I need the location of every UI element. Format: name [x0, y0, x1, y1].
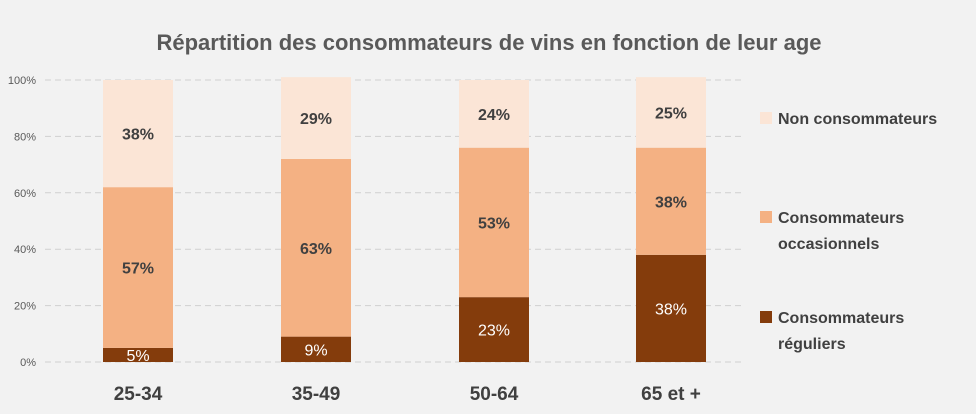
- data-label: 53%: [478, 215, 510, 232]
- data-label: 25%: [655, 105, 687, 122]
- bar-segment: [636, 254, 706, 362]
- legend-item: Consommateurs réguliers: [760, 310, 904, 353]
- x-tick-label: 50-64: [470, 384, 519, 405]
- bar-segment: [459, 297, 529, 362]
- legend-label: Consommateurs: [778, 210, 904, 227]
- legend-swatch: [760, 311, 772, 323]
- data-label: 24%: [478, 107, 510, 124]
- y-axis-ticks: 0% 20% 40% 60% 80% 100%: [8, 75, 36, 369]
- data-label: 57%: [122, 261, 154, 278]
- legend-label: réguliers: [778, 336, 846, 353]
- y-tick-label: 100%: [8, 75, 36, 87]
- bars: [103, 77, 706, 362]
- legend-label: Non consommateurs: [778, 111, 937, 128]
- data-label: 38%: [122, 127, 154, 144]
- legend-label: Consommateurs: [778, 310, 904, 327]
- legend: Non consommateurs Consommateurs occasionne…: [760, 111, 937, 353]
- data-label: 23%: [478, 323, 510, 340]
- bar-segment: [459, 80, 529, 148]
- bar-segment: [103, 80, 173, 188]
- y-tick-label: 40%: [14, 244, 36, 256]
- bar-segment: [103, 187, 173, 348]
- gridlines: [45, 79, 745, 363]
- x-axis-ticks: 25-34 35-49 50-64 65 et +: [114, 384, 701, 405]
- y-tick-label: 20%: [14, 301, 36, 313]
- x-tick-label: 35-49: [292, 384, 341, 405]
- data-label: 9%: [304, 342, 327, 359]
- x-tick-label: 65 et +: [641, 384, 701, 405]
- x-tick-label: 25-34: [114, 384, 163, 405]
- bar-segment: [636, 147, 706, 255]
- y-tick-label: 60%: [14, 188, 36, 200]
- bar-segment: [459, 147, 529, 298]
- legend-item: Non consommateurs: [760, 111, 937, 128]
- legend-label: occasionnels: [778, 236, 879, 253]
- bar-segment: [636, 77, 706, 148]
- legend-swatch: [760, 211, 772, 223]
- chart-title: Répartition des consommateurs de vins en…: [156, 30, 821, 55]
- data-label: 63%: [300, 241, 332, 258]
- bar-segment: [103, 347, 173, 362]
- data-label: 38%: [655, 301, 687, 318]
- bar-segment: [281, 77, 351, 159]
- bar-segment: [281, 336, 351, 362]
- data-labels: 5% 57% 38% 9% 63% 29% 23% 53% 24% 38% 38% 25%: [122, 105, 687, 365]
- y-tick-label: 80%: [14, 131, 36, 143]
- data-label: 38%: [655, 194, 687, 211]
- legend-swatch: [760, 112, 772, 124]
- legend-item: Consommateurs occasionnels: [760, 210, 904, 253]
- y-tick-label: 0%: [20, 357, 36, 369]
- bar-segment: [281, 158, 351, 337]
- data-label: 29%: [300, 111, 332, 128]
- data-label: 5%: [126, 348, 149, 365]
